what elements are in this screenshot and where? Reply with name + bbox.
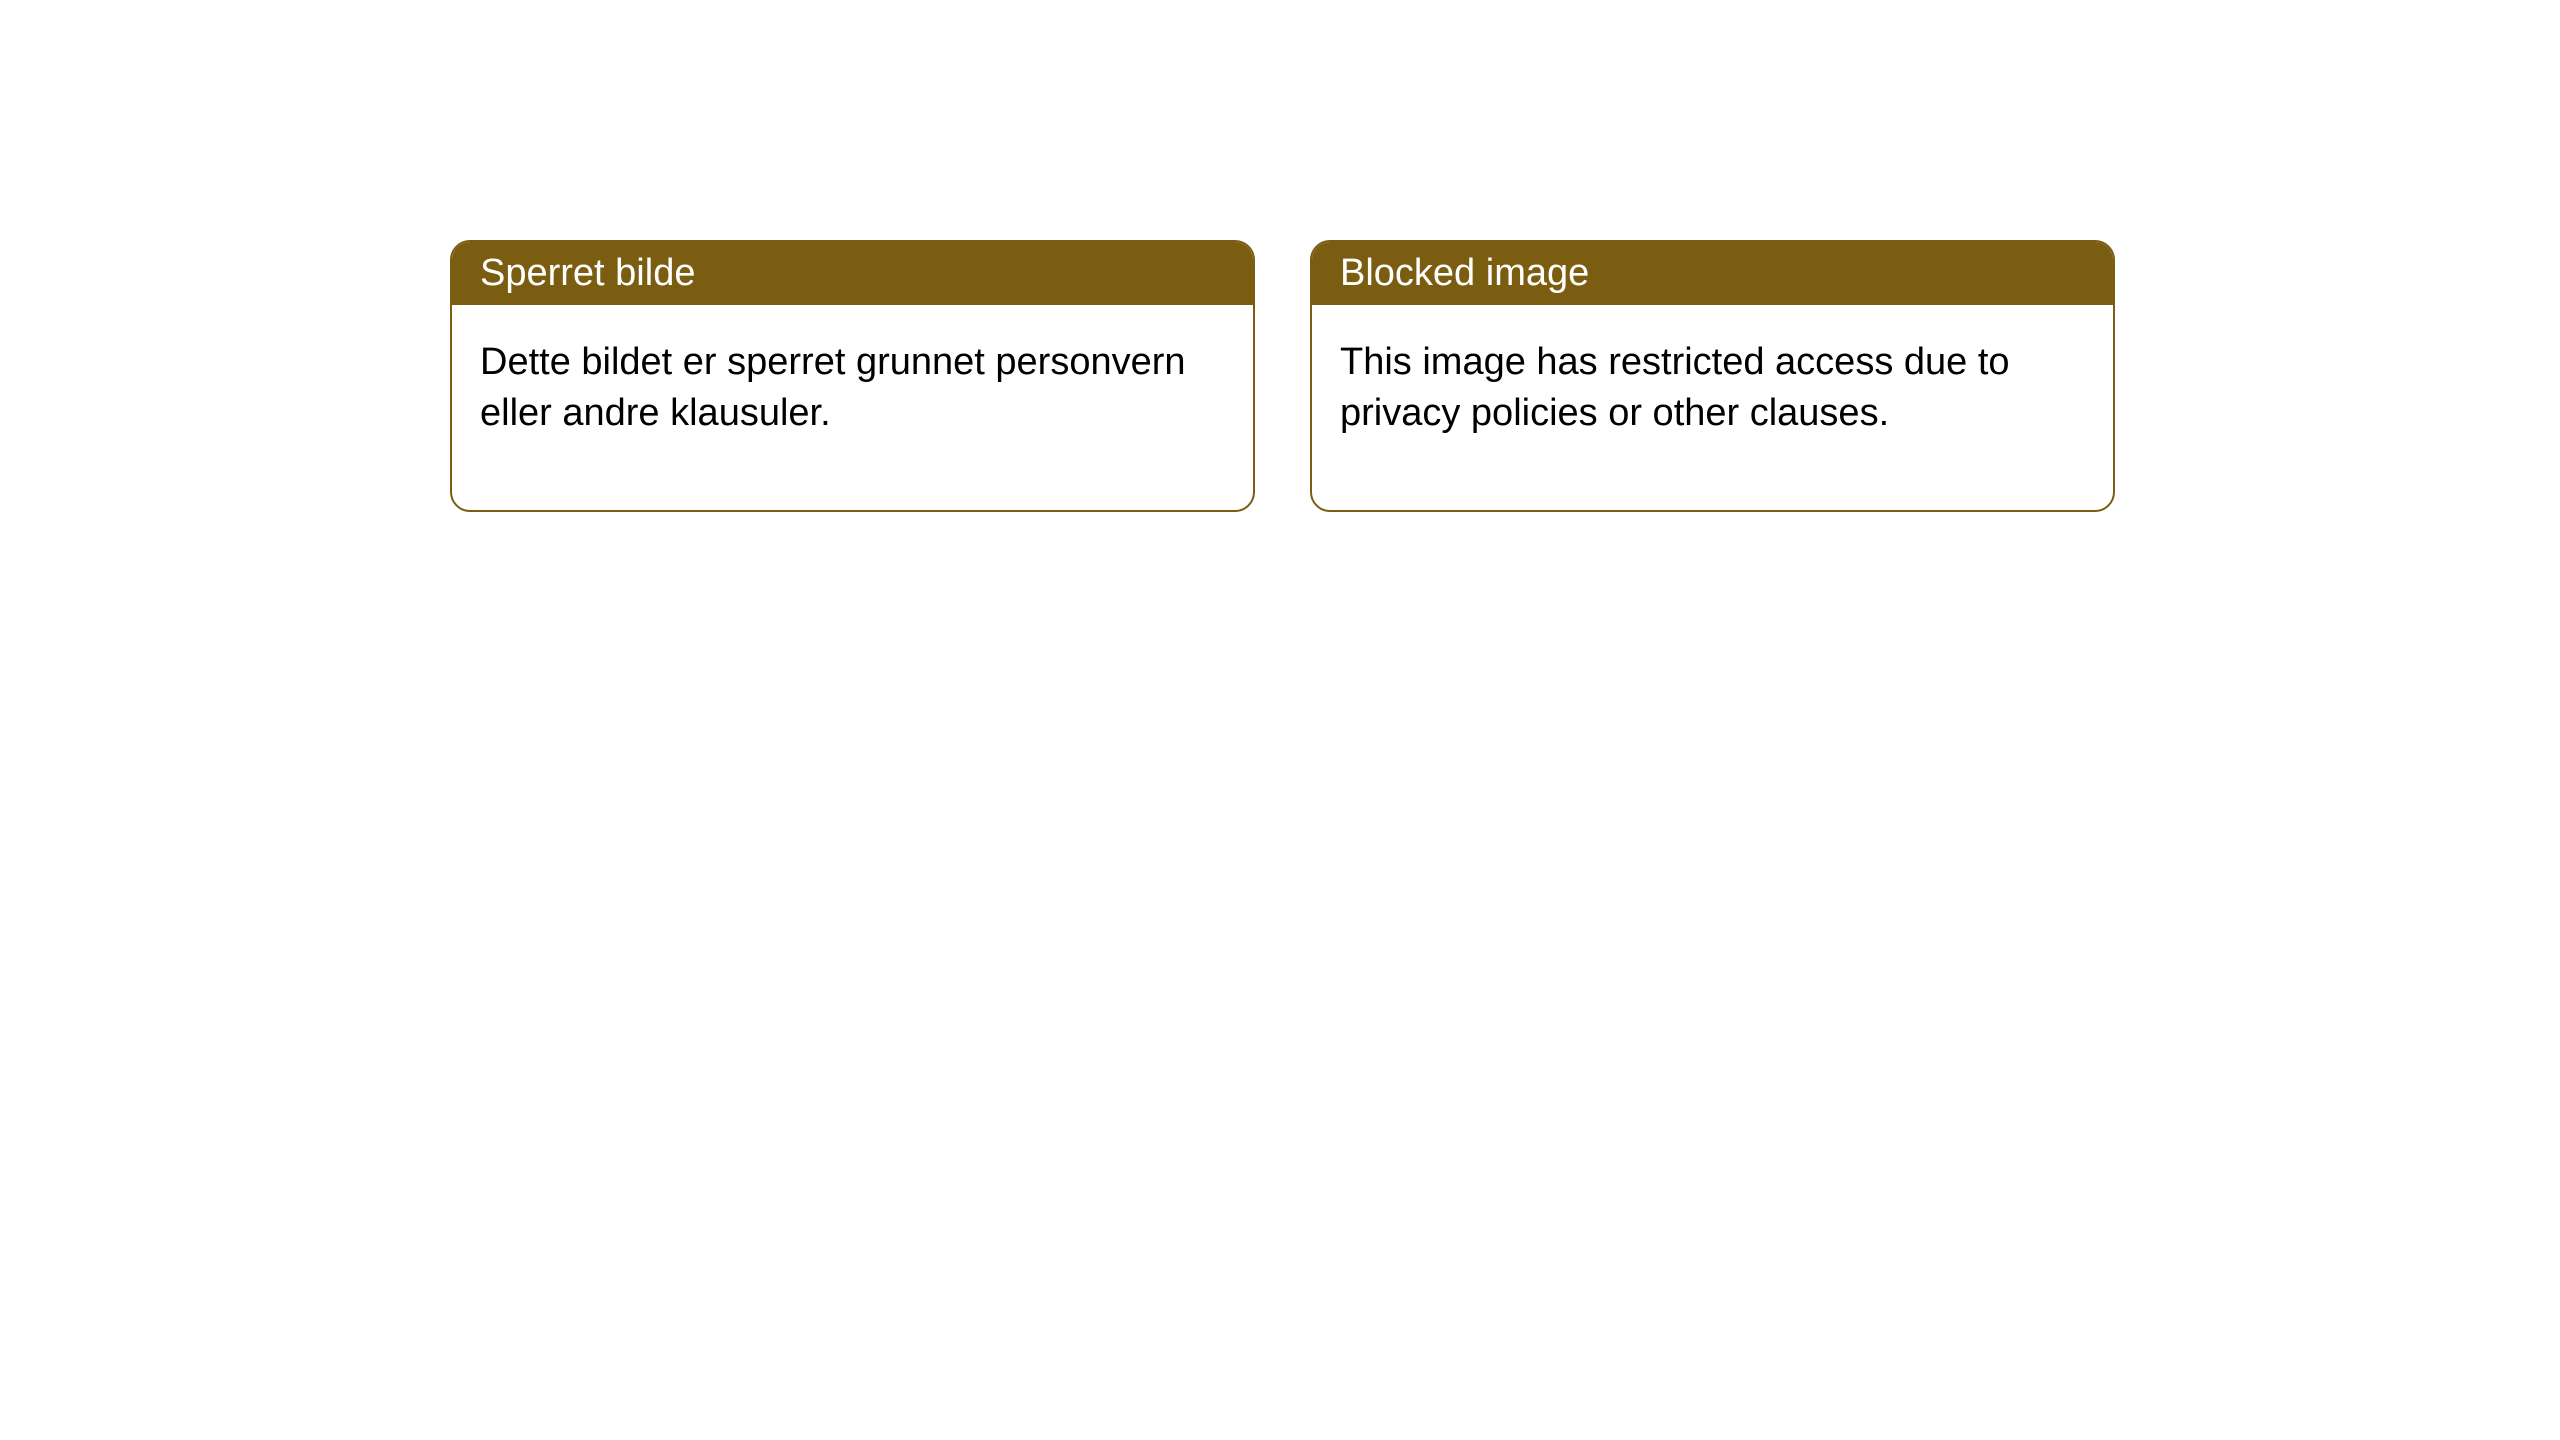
card-body: Dette bildet er sperret grunnet personve… bbox=[452, 305, 1253, 510]
card-header: Sperret bilde bbox=[452, 242, 1253, 305]
card-header: Blocked image bbox=[1312, 242, 2113, 305]
notice-card-norwegian: Sperret bilde Dette bildet er sperret gr… bbox=[450, 240, 1255, 512]
card-message: This image has restricted access due to … bbox=[1340, 341, 2010, 434]
card-body: This image has restricted access due to … bbox=[1312, 305, 2113, 510]
card-title: Sperret bilde bbox=[480, 252, 695, 294]
notice-card-english: Blocked image This image has restricted … bbox=[1310, 240, 2115, 512]
card-message: Dette bildet er sperret grunnet personve… bbox=[480, 341, 1186, 434]
card-container: Sperret bilde Dette bildet er sperret gr… bbox=[450, 240, 2115, 512]
card-title: Blocked image bbox=[1340, 252, 1589, 294]
